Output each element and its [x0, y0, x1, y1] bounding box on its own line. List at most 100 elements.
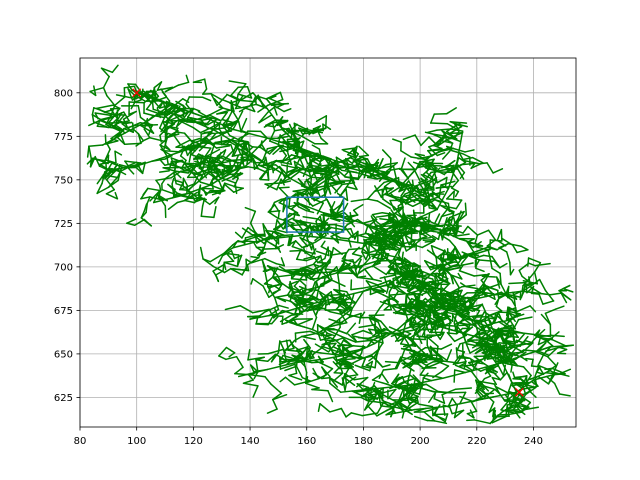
tree-edge: [473, 245, 489, 251]
tree-edge: [558, 393, 571, 397]
tree-edge: [311, 281, 316, 292]
tree-edge: [529, 278, 541, 288]
tree-edge: [211, 179, 214, 190]
tree-edge: [271, 122, 276, 132]
tree-edge: [330, 291, 335, 303]
tree-edge: [499, 355, 511, 364]
tree-edge: [442, 404, 451, 408]
tree-edge: [244, 143, 249, 151]
tree-edge: [245, 146, 254, 154]
tree-edge: [118, 163, 128, 168]
tree-edge: [298, 206, 307, 212]
tree-edge: [225, 346, 236, 354]
tree-edge: [433, 273, 440, 284]
tree-edge: [310, 176, 325, 179]
tree-edge: [511, 329, 523, 334]
tree-edge: [439, 232, 450, 237]
tree-edge: [294, 240, 303, 249]
tree-edge: [404, 401, 419, 412]
tree-edge: [409, 329, 422, 339]
tree-edge: [381, 387, 384, 402]
tree-edge: [103, 111, 116, 116]
tree-edge: [358, 145, 370, 157]
tree-edge: [159, 116, 166, 129]
tree-edge: [460, 162, 476, 166]
tree-edge: [378, 232, 394, 241]
tree-edge: [408, 241, 416, 250]
tree-edge: [408, 281, 420, 291]
tree-edge: [225, 170, 239, 179]
tree-edge: [552, 362, 559, 374]
tree-edge: [470, 400, 478, 412]
tree-edge: [535, 371, 545, 375]
tree-edge: [515, 351, 527, 360]
tree-edge: [394, 285, 410, 290]
tree-edge: [280, 281, 292, 291]
tree-edge: [320, 240, 326, 248]
tree-edge: [500, 399, 511, 411]
tree-edge: [485, 394, 495, 403]
tree-edge: [139, 116, 153, 127]
tree-edge: [165, 100, 168, 111]
tree-edge: [416, 335, 433, 339]
tree-edge: [382, 198, 396, 209]
tree-edge: [329, 310, 342, 315]
tree-edge: [210, 121, 222, 129]
tree-edge: [197, 110, 208, 118]
tree-edge: [562, 284, 571, 290]
tree-edge: [207, 118, 219, 126]
tree-edge: [323, 224, 327, 237]
tree-edge: [448, 332, 458, 335]
tree-edge: [234, 141, 249, 151]
tree-edge: [363, 394, 368, 401]
tree-edge: [156, 81, 163, 91]
tree-edge: [330, 226, 345, 231]
tree-edge: [276, 296, 287, 303]
tree-edge: [441, 365, 450, 372]
tree-edge: [484, 348, 488, 362]
tree-edge: [374, 279, 391, 287]
tree-edge: [340, 407, 347, 418]
tree-edge: [328, 318, 344, 325]
tree-edge: [486, 246, 498, 251]
tree-edge: [378, 239, 387, 244]
tree-edge: [294, 167, 308, 173]
tree-edge: [237, 95, 244, 104]
tree-edge: [477, 377, 486, 388]
tree-edge: [135, 124, 153, 127]
tree-edge: [345, 412, 353, 418]
tree-edge: [241, 143, 248, 151]
tree-edge: [366, 190, 376, 200]
x-tick-label: 220: [467, 436, 486, 447]
tree-edge: [279, 363, 296, 370]
tree-edge: [202, 258, 215, 268]
tree-edge: [263, 283, 273, 286]
tree-edge: [452, 245, 456, 256]
tree-edge: [145, 101, 153, 111]
tree-edge: [214, 196, 220, 205]
tree-edge: [405, 289, 421, 295]
tree-edge: [160, 120, 170, 133]
tree-edge: [371, 381, 376, 390]
tree-edge: [441, 393, 446, 404]
tree-edge: [382, 187, 395, 196]
tree-edge: [454, 313, 470, 318]
tree-edge: [435, 358, 443, 364]
tree-edge: [200, 166, 208, 179]
tree-edge: [318, 301, 327, 311]
tree-edge: [287, 166, 299, 177]
tree-edge: [470, 300, 476, 310]
tree-edge: [408, 183, 413, 197]
tree-edge: [329, 250, 332, 264]
tree-edge: [475, 335, 490, 344]
tree-edge: [268, 308, 280, 317]
tree-edge: [453, 121, 462, 128]
tree-edge: [337, 170, 346, 177]
tree-edge: [355, 163, 363, 174]
tree-edge: [310, 248, 317, 258]
tree-edge: [249, 373, 266, 378]
tree-edge: [106, 143, 111, 151]
tree-edge: [400, 347, 417, 354]
tree-edge: [278, 304, 289, 309]
tree-edge: [301, 335, 316, 341]
